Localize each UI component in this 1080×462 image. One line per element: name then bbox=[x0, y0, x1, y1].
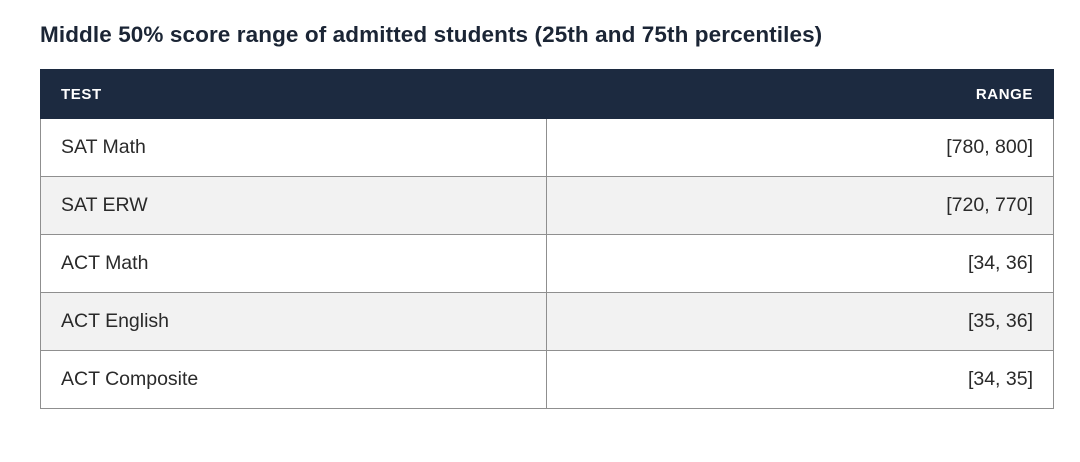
test-name-cell: ACT Math bbox=[40, 234, 547, 293]
score-range-cell: [35, 36] bbox=[546, 292, 1054, 351]
table-row: ACT Composite [34, 35] bbox=[40, 350, 1054, 409]
table-row: SAT ERW [720, 770] bbox=[40, 176, 1054, 235]
test-name-cell: ACT English bbox=[40, 292, 547, 351]
test-name-cell: ACT Composite bbox=[40, 350, 547, 409]
score-range-cell: [34, 35] bbox=[546, 350, 1054, 409]
test-name-cell: SAT Math bbox=[40, 118, 547, 177]
score-range-cell: [720, 770] bbox=[546, 176, 1054, 235]
score-range-table: TEST RANGE SAT Math [780, 800] SAT ERW [… bbox=[40, 69, 1054, 409]
table-row: SAT Math [780, 800] bbox=[40, 118, 1054, 177]
table-row: ACT Math [34, 36] bbox=[40, 234, 1054, 293]
score-range-cell: [780, 800] bbox=[546, 118, 1054, 177]
page-title: Middle 50% score range of admitted stude… bbox=[40, 22, 823, 47]
column-header-range: RANGE bbox=[546, 69, 1054, 119]
column-header-test: TEST bbox=[40, 69, 547, 119]
table-row: ACT English [35, 36] bbox=[40, 292, 1054, 351]
test-name-cell: SAT ERW bbox=[40, 176, 547, 235]
table-header-row: TEST RANGE bbox=[40, 69, 1054, 119]
score-range-cell: [34, 36] bbox=[546, 234, 1054, 293]
